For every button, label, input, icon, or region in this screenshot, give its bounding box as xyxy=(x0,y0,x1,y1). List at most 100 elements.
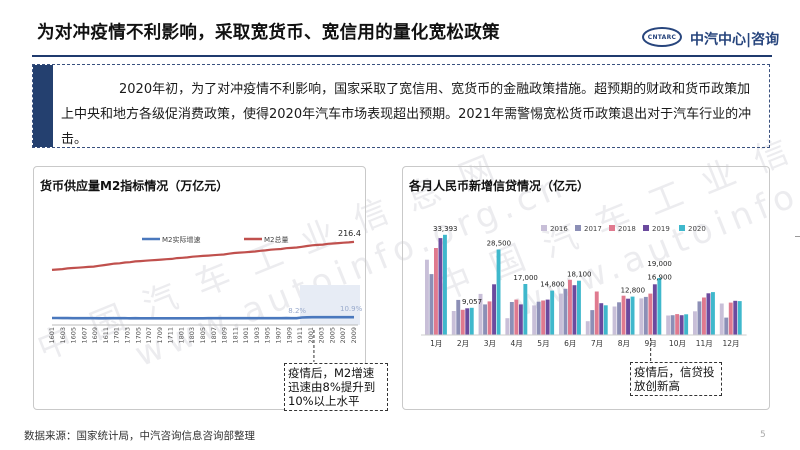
x-tick-label: 1605 xyxy=(70,327,78,344)
bar-3月-2018 xyxy=(487,301,492,335)
bar-2月-2016 xyxy=(451,311,456,335)
bar-1月-2018 xyxy=(434,248,438,335)
x-tick-label: 1807 xyxy=(210,327,218,344)
bar-4月-2017 xyxy=(509,302,514,335)
bar-5月-2019 xyxy=(545,299,550,335)
bar-8月-2019 xyxy=(626,298,630,335)
x-tick-label: 2007 xyxy=(339,327,347,344)
data-label-mar: 28,500 xyxy=(487,240,512,248)
bar-12月-2020 xyxy=(737,301,742,335)
x-tick-label: 1601 xyxy=(48,327,56,344)
data-label-may: 14,800 xyxy=(540,281,565,289)
legend-label-0: M2实际增速 xyxy=(162,235,201,244)
x-tick-label: 2003 xyxy=(318,327,326,344)
x-tick-label: 1907 xyxy=(275,327,283,344)
bar-10月-2018 xyxy=(675,314,680,335)
x-tick-label: 2001 xyxy=(307,327,315,344)
x-category-label: 1月 xyxy=(430,339,442,348)
bar-5月-2016 xyxy=(532,305,537,335)
bar-4月-2020 xyxy=(523,284,528,335)
bar-11月-2019 xyxy=(706,293,711,335)
m2-callout: 疫情后，M2增速迅速由8%提升到10%以上水平 xyxy=(284,363,388,411)
legend-swatch-2019 xyxy=(643,225,649,231)
bar-9月-2020 xyxy=(657,278,662,335)
bar-8月-2017 xyxy=(617,302,621,335)
data-label-sep_b: 16,900 xyxy=(647,273,672,281)
bar-6月-2017 xyxy=(563,288,568,335)
m2-chart-title: 货币供应量M2指标情况（万亿元） xyxy=(40,179,229,193)
bar-7月-2018 xyxy=(594,291,599,335)
legend-label-2016: 2016 xyxy=(550,225,568,233)
bar-9月-2016 xyxy=(639,298,644,335)
data-label-aug: 12,800 xyxy=(621,287,646,295)
x-category-label: 8月 xyxy=(618,339,630,348)
bar-6月-2020 xyxy=(577,280,581,335)
x-tick-label: 1911 xyxy=(296,327,304,344)
bar-4月-2018 xyxy=(514,299,519,335)
legend-swatch-2016 xyxy=(541,225,547,231)
bar-9月-2019 xyxy=(652,284,657,335)
x-category-label: 4月 xyxy=(511,339,523,348)
m2-total-last-label: 216.4 xyxy=(338,229,361,238)
x-category-label: 10月 xyxy=(669,339,686,348)
credit-callout: 疫情后，信贷投放创新高 xyxy=(630,362,722,396)
bar-10月-2019 xyxy=(679,315,684,335)
bar-2月-2017 xyxy=(456,299,461,335)
x-tick-label: 1801 xyxy=(177,327,185,344)
bar-7月-2019 xyxy=(599,303,604,335)
x-tick-label: 1611 xyxy=(102,327,110,344)
m2-total-line xyxy=(51,240,355,271)
bar-8月-2020 xyxy=(630,296,635,335)
x-tick-label: 1709 xyxy=(156,327,164,344)
bar-5月-2018 xyxy=(541,300,546,335)
data-label-jan: 33,393 xyxy=(433,225,458,233)
data-label-apr: 17,000 xyxy=(513,274,538,282)
x-category-label: 6月 xyxy=(564,339,576,348)
bar-9月-2018 xyxy=(648,293,653,335)
x-category-label: 5月 xyxy=(537,339,549,348)
bar-2月-2019 xyxy=(465,308,470,335)
bar-12月-2017 xyxy=(724,317,729,335)
bar-1月-2019 xyxy=(438,238,443,335)
x-tick-label: 1905 xyxy=(264,327,272,344)
data-label-feb: 9,057 xyxy=(462,298,482,306)
bar-8月-2018 xyxy=(621,295,626,335)
bar-9月-2017 xyxy=(643,296,648,335)
bar-8月-2016 xyxy=(612,306,617,335)
intro-text: 2020年初，为了对冲疫情不利影响，国家采取了宽信用、宽货币的金融政策措施。超预… xyxy=(61,82,752,147)
x-tick-label: 1811 xyxy=(231,327,239,344)
m2-chart-panel: 货币供应量M2指标情况（万亿元） M2实际增速 M2总量 216.4 8.2% 10.9… xyxy=(33,166,388,411)
page-number: 5 xyxy=(760,430,766,440)
m2-growth-line xyxy=(52,315,354,320)
bar-11月-2020 xyxy=(711,292,715,335)
bar-3月-2020 xyxy=(496,249,501,335)
bar-7月-2017 xyxy=(590,310,595,335)
x-tick-label: 1609 xyxy=(91,327,99,344)
credit-chart-panel: 各月人民币新增信贷情况（亿元） 2016 2017 2018 2019 2020 1月 2月… xyxy=(402,166,770,410)
x-tick-label: 2009 xyxy=(350,327,358,344)
x-tick-label: 1901 xyxy=(242,327,250,344)
bar-10月-2020 xyxy=(684,314,689,335)
m2-line-chart: M2实际增速 M2总量 216.4 8.2% 10.9% 1601 1603 1605 1607… xyxy=(48,229,363,362)
data-label-jun: 18,100 xyxy=(567,271,592,279)
x-category-label: 3月 xyxy=(484,339,496,348)
x-category-label: 12月 xyxy=(723,339,740,348)
x-tick-label: 2005 xyxy=(328,327,336,344)
x-tick-label: 1607 xyxy=(80,327,88,344)
bar-3月-2016 xyxy=(478,293,483,335)
bar-11月-2017 xyxy=(697,301,702,335)
x-tick-label: 1701 xyxy=(113,327,121,344)
bar-2月-2018 xyxy=(460,309,465,335)
bar-10月-2016 xyxy=(666,315,671,335)
data-label-sep_a: 19,000 xyxy=(647,260,672,268)
x-tick-label: 1707 xyxy=(145,327,153,344)
bar-4月-2019 xyxy=(518,304,523,335)
bar-12月-2019 xyxy=(733,300,738,335)
x-category-label: 7月 xyxy=(591,339,603,348)
legend-swatch-2020 xyxy=(679,225,685,231)
bar-11月-2018 xyxy=(702,297,706,335)
x-tick-label: 1603 xyxy=(59,327,67,344)
bar-5月-2017 xyxy=(536,301,541,335)
intro-accent-bar xyxy=(33,65,53,147)
